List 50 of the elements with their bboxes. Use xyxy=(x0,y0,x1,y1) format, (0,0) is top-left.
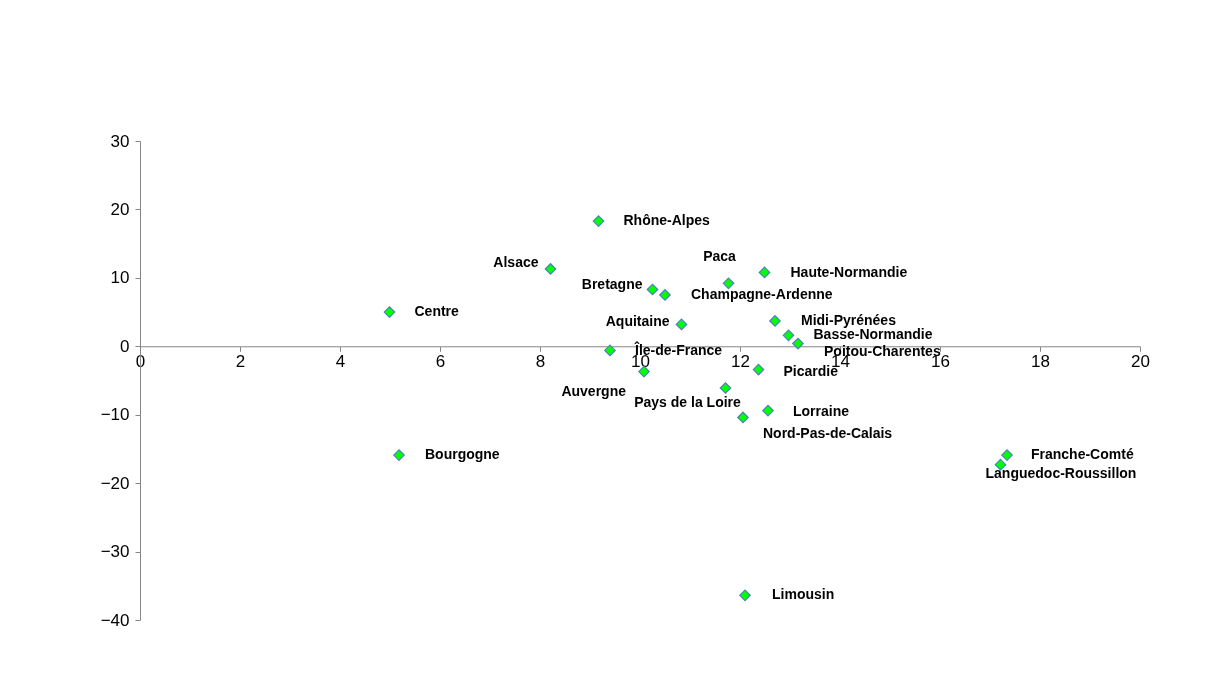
y-tick-label: 10 xyxy=(110,268,130,288)
point xyxy=(592,215,605,227)
point xyxy=(752,363,765,376)
y-tick-label: 0 xyxy=(120,336,130,356)
annotation: Paca xyxy=(703,248,737,265)
annotation: Auvergne xyxy=(561,382,627,399)
point xyxy=(737,411,749,424)
point xyxy=(659,289,671,301)
annotation: Franche-Comté xyxy=(1031,446,1134,463)
point xyxy=(739,589,751,602)
annotation: Bourgogne xyxy=(425,446,500,463)
y-tick-label: 20 xyxy=(110,199,130,219)
annotation: Centre xyxy=(414,303,460,320)
annotation: Midi-Pyrénées xyxy=(801,311,897,328)
point xyxy=(544,263,557,275)
y-tick-label: 30 xyxy=(110,131,130,151)
annotation: Alsace xyxy=(493,253,539,270)
x-tick-label: 8 xyxy=(535,351,546,371)
annotation: Champagne-Ardenne xyxy=(691,285,833,302)
point xyxy=(383,306,396,318)
x-tick-label: 6 xyxy=(435,351,446,371)
point xyxy=(782,329,795,342)
y-tick-label: −30 xyxy=(100,542,130,562)
x-tick-label: 4 xyxy=(335,351,346,371)
annotation: Bretagne xyxy=(581,276,643,293)
point xyxy=(792,337,804,350)
y-tick-label: −20 xyxy=(100,473,130,493)
x-tick-label: 18 xyxy=(1031,351,1050,371)
point xyxy=(762,404,774,417)
annotation: Languedoc-Roussillon xyxy=(985,464,1137,481)
point xyxy=(646,283,659,296)
x-tick-label: 12 xyxy=(731,351,750,371)
annotation: Aquitaine xyxy=(605,313,670,330)
x-tick-label: 20 xyxy=(1131,351,1150,371)
annotation: Haute-Normandie xyxy=(790,264,908,281)
annotation: Nord-Pas-de-Calais xyxy=(763,425,893,442)
point xyxy=(719,382,732,394)
point xyxy=(604,344,616,357)
annotation: Rhône-Alpes xyxy=(623,212,711,229)
point xyxy=(393,449,405,461)
point xyxy=(675,318,688,331)
annotation: Pays de la Loire xyxy=(634,394,742,411)
y-tick-label: −10 xyxy=(100,405,130,425)
annotation: Limousin xyxy=(772,586,835,603)
point xyxy=(769,315,781,327)
x-tick-label: 2 xyxy=(235,351,246,371)
point xyxy=(1001,449,1013,461)
y-tick-label: −40 xyxy=(100,610,130,630)
point xyxy=(758,266,771,279)
annotation: Lorraine xyxy=(793,402,850,419)
